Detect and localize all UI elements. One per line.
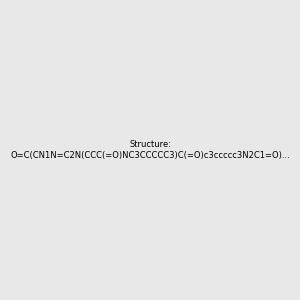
Text: Structure:
O=C(CN1N=C2N(CCC(=O)NC3CCCCC3)C(=O)c3ccccc3N2C1=O)...: Structure: O=C(CN1N=C2N(CCC(=O)NC3CCCCC3… xyxy=(10,140,290,160)
